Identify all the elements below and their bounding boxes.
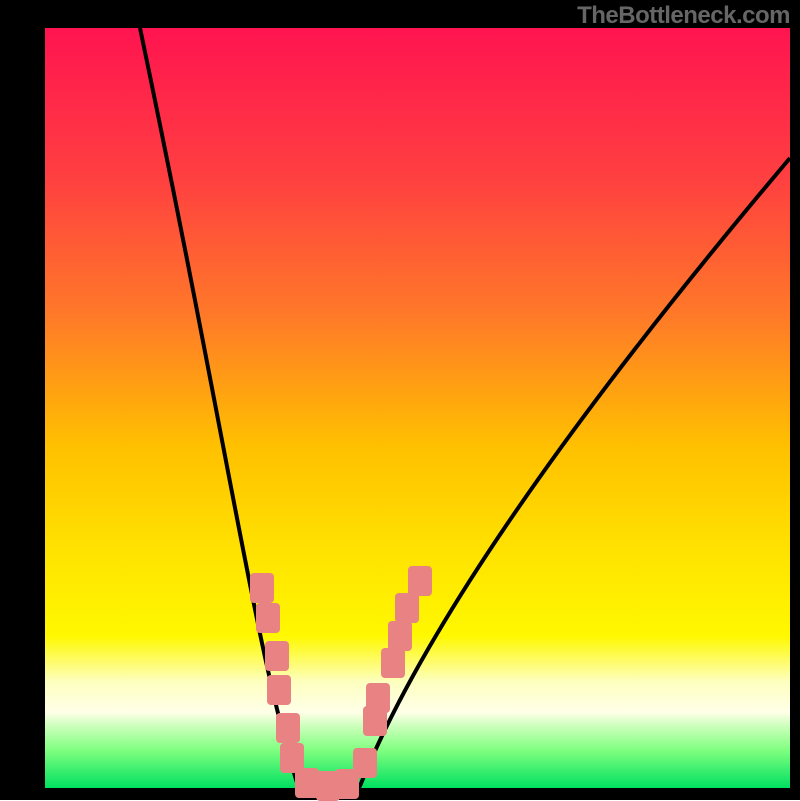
curve-markers bbox=[45, 28, 790, 788]
curve-marker bbox=[395, 593, 419, 623]
curve-marker bbox=[256, 603, 280, 633]
curve-marker bbox=[250, 573, 274, 603]
curve-marker bbox=[267, 675, 291, 705]
curve-marker bbox=[366, 683, 390, 713]
curve-marker bbox=[408, 566, 432, 596]
curve-marker bbox=[265, 641, 289, 671]
curve-marker bbox=[381, 648, 405, 678]
watermark-label: TheBottleneck.com bbox=[577, 2, 790, 30]
curve-marker bbox=[353, 748, 377, 778]
curve-marker bbox=[276, 713, 300, 743]
chart-canvas: TheBottleneck.com bbox=[0, 0, 800, 800]
plot-area bbox=[45, 28, 790, 788]
curve-marker bbox=[388, 621, 412, 651]
